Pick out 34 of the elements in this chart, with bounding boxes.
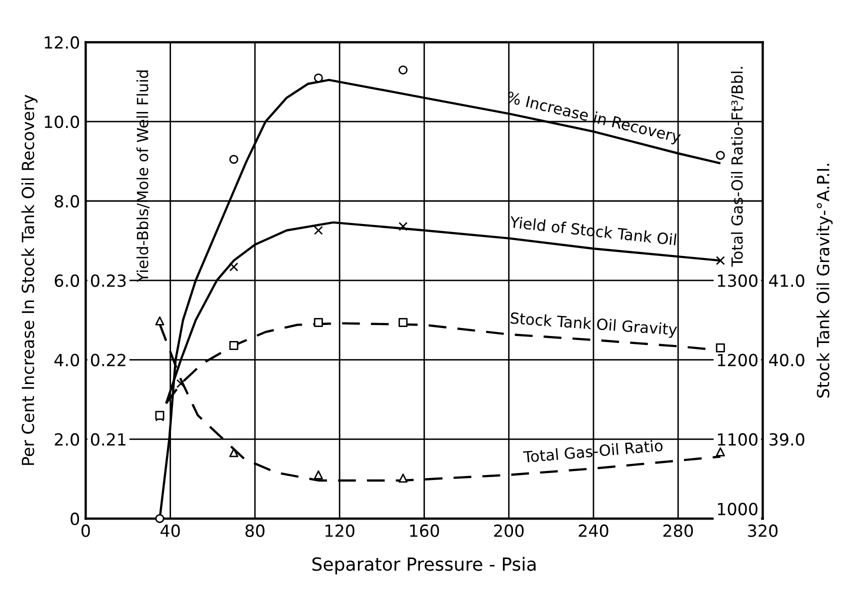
- x-tick-label: 80: [245, 524, 264, 538]
- x-tick-label: 280: [663, 524, 693, 538]
- y2-tick-label: 0.23: [90, 274, 126, 287]
- y2-tick-label: 41.0: [769, 274, 804, 287]
- y-tick-label: 10.0: [44, 116, 80, 128]
- y-tick-label: 1300: [718, 274, 758, 287]
- x-tick-label: 40: [160, 524, 180, 538]
- y-tick-label: 1200: [718, 354, 758, 366]
- y2-tick-label: 0.22: [90, 354, 126, 366]
- y-axis-title: Per Cent Increase In Stock Tank Oil Recovery: [21, 94, 38, 465]
- y-tick-label: 8.0: [54, 194, 80, 208]
- y2-axis-title: Stock Tank Oil Gravity-°A.P.I.: [816, 164, 833, 398]
- x-axis-title: Separator Pressure - Psia: [312, 556, 536, 574]
- x-tick-label: 0: [81, 524, 90, 538]
- y-tick-label: 12.0: [44, 36, 80, 49]
- x-tick-label: 240: [578, 524, 608, 538]
- y-tick-label: 4.0: [54, 354, 80, 366]
- y2-tick-label: 39.0: [770, 433, 804, 446]
- y-tick-label: 0: [70, 512, 80, 526]
- y-tick-label: 6.0: [54, 274, 80, 287]
- x-tick-label: 200: [494, 524, 524, 538]
- series-label: Total Gas-Oil Ratio: [522, 439, 663, 463]
- series-label: Stock Tank Oil Gravity: [510, 312, 678, 338]
- y2-tick-label: 40.0: [769, 354, 804, 366]
- y2-axis-title: Yield-Bbls/Mole of Well Fluid: [136, 70, 150, 282]
- x-tick-label: 320: [748, 524, 778, 538]
- x-tick-label: 120: [326, 524, 354, 538]
- y-tick-label: 1000: [718, 502, 758, 516]
- y-tick-label: 2.0: [54, 433, 80, 446]
- text: Yield of Stock Tank Oil: [509, 216, 676, 246]
- y-axis-title: Total Gas-Oil Ratio-Ft³/Bbl.: [731, 67, 744, 267]
- y2-tick-label: 0.21: [90, 433, 126, 446]
- x-tick-label: 160: [410, 524, 440, 538]
- y-tick-label: 1100: [718, 433, 758, 446]
